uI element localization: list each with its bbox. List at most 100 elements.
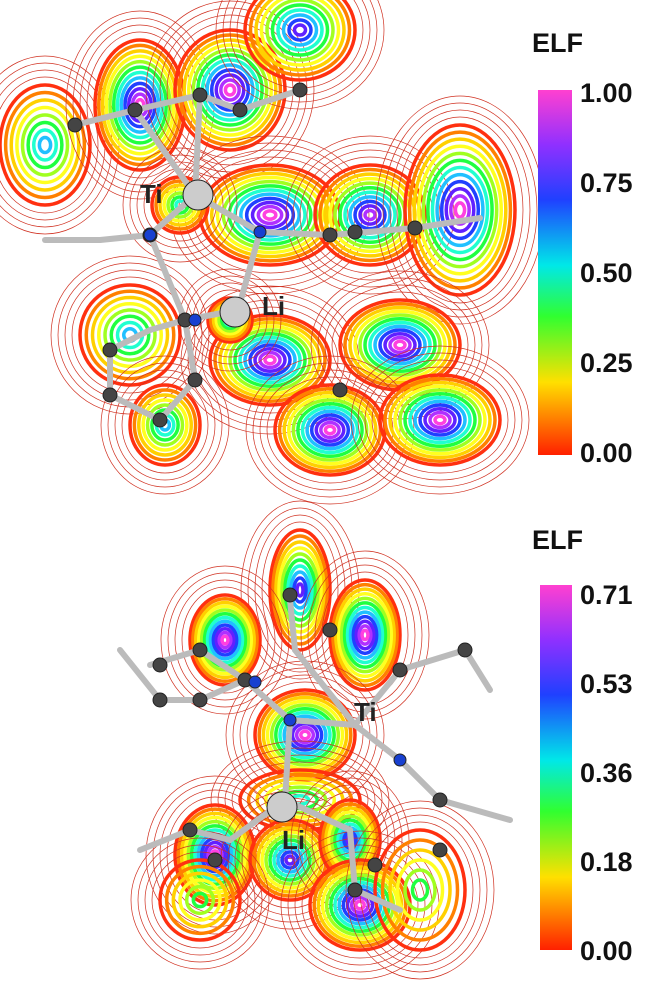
contour bbox=[403, 123, 517, 297]
contour bbox=[254, 0, 346, 72]
contour bbox=[233, 332, 307, 388]
contour bbox=[296, 402, 364, 458]
contour bbox=[363, 208, 377, 222]
colorbar-label: 0.75 bbox=[580, 168, 633, 198]
contour bbox=[368, 320, 432, 370]
contour bbox=[269, 703, 341, 767]
contour bbox=[428, 410, 452, 430]
contour bbox=[396, 116, 524, 304]
contour bbox=[158, 858, 242, 942]
contour bbox=[208, 313, 332, 407]
colorbar-label: 0.71 bbox=[580, 580, 633, 610]
contour bbox=[276, 846, 304, 874]
atom bbox=[392, 662, 408, 678]
contour bbox=[217, 630, 233, 650]
contour bbox=[358, 204, 382, 226]
atom bbox=[248, 675, 262, 689]
contour bbox=[295, 582, 305, 598]
contour bbox=[285, 135, 455, 295]
contour bbox=[84, 289, 176, 381]
contour bbox=[323, 424, 337, 436]
contour bbox=[243, 339, 297, 381]
contour bbox=[300, 405, 360, 455]
colorbar-label: 0.25 bbox=[580, 348, 633, 378]
contour bbox=[444, 187, 476, 233]
atom bbox=[432, 792, 448, 808]
contour bbox=[426, 158, 494, 262]
contour bbox=[291, 398, 369, 462]
atom bbox=[152, 412, 168, 428]
contour bbox=[413, 399, 467, 441]
contour bbox=[353, 309, 447, 381]
atom bbox=[102, 342, 118, 358]
contour bbox=[259, 0, 341, 67]
contour bbox=[345, 800, 495, 980]
contour bbox=[292, 23, 308, 37]
contour bbox=[86, 31, 194, 179]
contour bbox=[213, 317, 327, 403]
contour bbox=[305, 409, 355, 451]
atom bbox=[232, 102, 248, 118]
bond bbox=[352, 667, 403, 728]
contour bbox=[353, 199, 387, 231]
bond bbox=[412, 215, 483, 231]
contour bbox=[152, 782, 278, 928]
bond bbox=[147, 232, 188, 323]
contour bbox=[167, 572, 283, 708]
colorbar bbox=[540, 585, 572, 950]
contour bbox=[137, 837, 263, 963]
contour bbox=[380, 838, 460, 942]
contour bbox=[371, 366, 509, 474]
atom bbox=[282, 587, 298, 603]
contour bbox=[179, 811, 251, 899]
contour bbox=[354, 899, 366, 911]
contour bbox=[299, 149, 441, 281]
atom-label: Ti bbox=[354, 697, 377, 727]
contour bbox=[65, 10, 215, 200]
contour bbox=[350, 345, 530, 495]
contour bbox=[222, 0, 378, 103]
atom bbox=[192, 642, 208, 658]
atom bbox=[266, 791, 298, 823]
contour bbox=[389, 109, 531, 311]
atom bbox=[188, 313, 202, 327]
atom bbox=[219, 296, 251, 328]
contour bbox=[263, 354, 277, 366]
colorbar bbox=[538, 90, 572, 455]
bond bbox=[117, 647, 163, 703]
contour bbox=[378, 373, 502, 467]
contour bbox=[408, 395, 472, 445]
contour bbox=[144, 844, 256, 956]
contour bbox=[205, 615, 245, 665]
contour bbox=[299, 729, 311, 741]
contour bbox=[122, 147, 238, 263]
bond bbox=[197, 647, 248, 683]
bond bbox=[192, 92, 203, 198]
atom bbox=[332, 382, 348, 398]
contour bbox=[276, 8, 324, 52]
contour bbox=[395, 858, 445, 922]
contour bbox=[239, 192, 301, 238]
contour bbox=[393, 339, 407, 351]
contour bbox=[15, 105, 75, 185]
contour bbox=[281, 13, 319, 47]
atom bbox=[67, 117, 83, 133]
contour bbox=[287, 18, 313, 42]
contour bbox=[183, 815, 247, 895]
contour bbox=[141, 398, 189, 452]
contour bbox=[209, 68, 251, 112]
contour bbox=[188, 593, 262, 687]
atom bbox=[192, 692, 208, 708]
colorbar-title: ELF bbox=[532, 525, 583, 555]
contour bbox=[228, 328, 312, 392]
contour bbox=[121, 376, 209, 474]
contour bbox=[261, 695, 349, 775]
contour bbox=[263, 781, 337, 819]
contour bbox=[280, 552, 320, 628]
atom bbox=[182, 822, 198, 838]
colorbar-title: ELF bbox=[532, 28, 583, 58]
contour bbox=[301, 851, 419, 959]
contour bbox=[137, 393, 193, 457]
contour bbox=[128, 383, 202, 467]
